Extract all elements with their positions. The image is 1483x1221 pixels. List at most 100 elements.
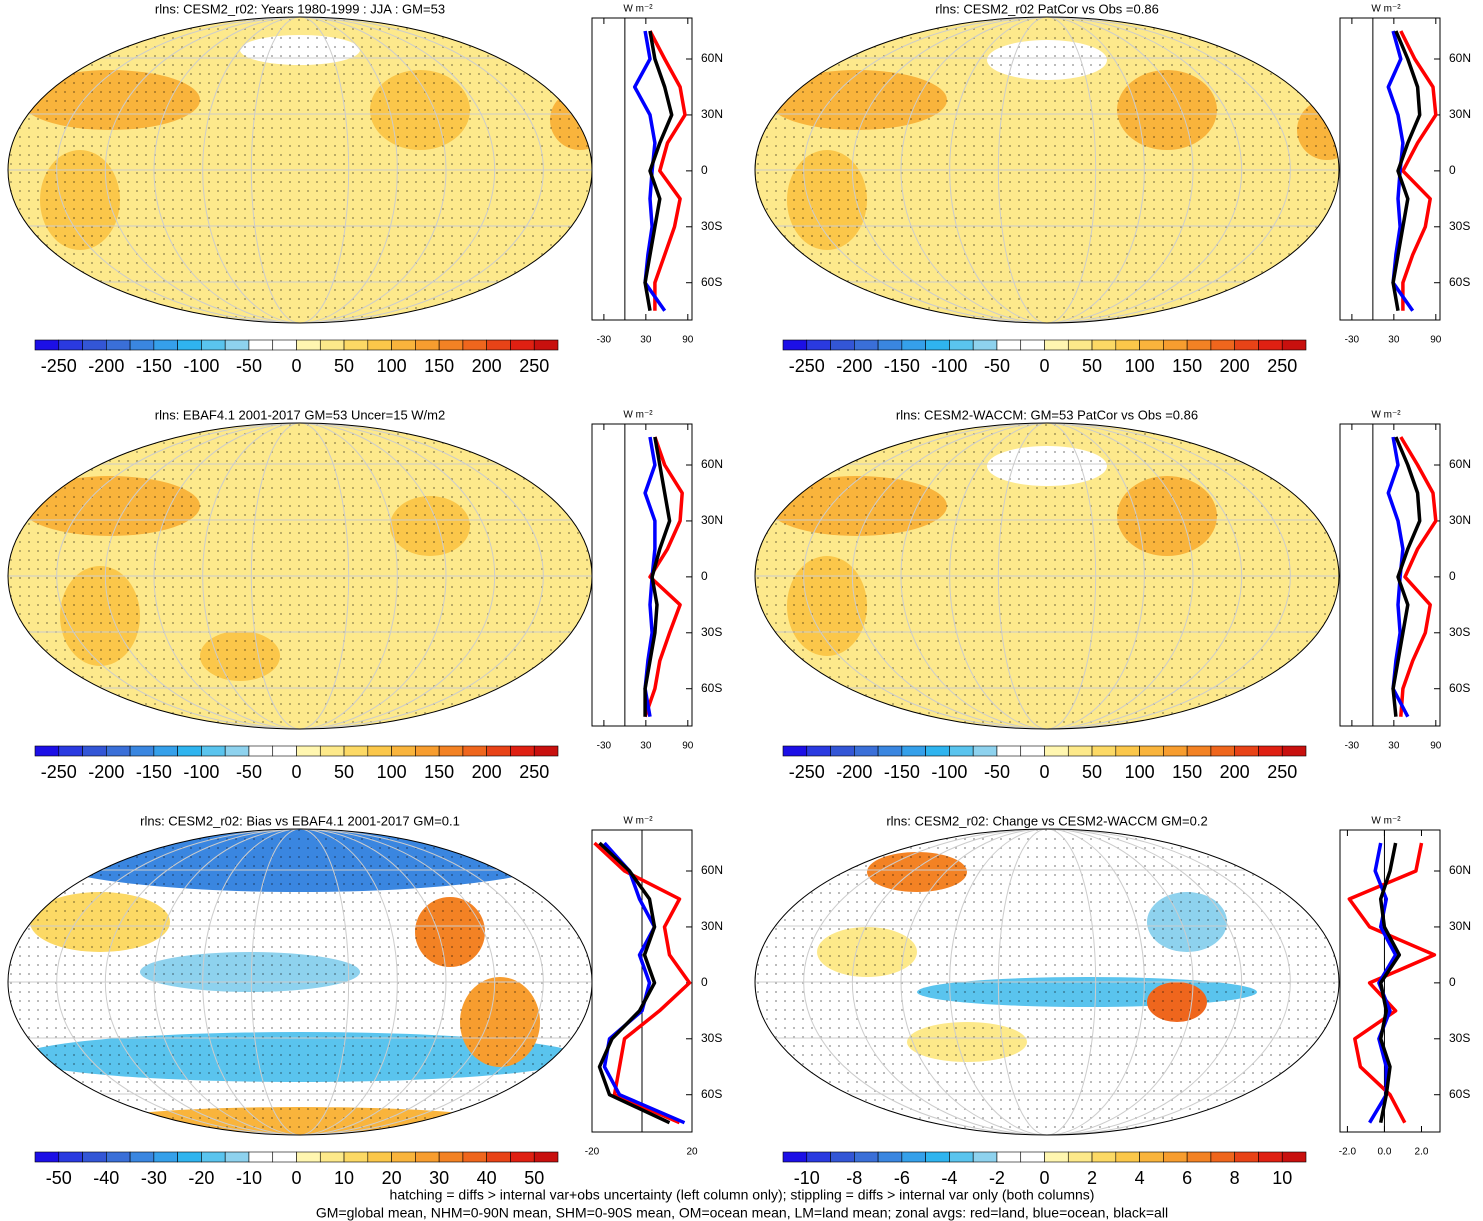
map-fields: [8, 829, 592, 1135]
colorbar-box: [272, 339, 297, 351]
colorbar-box: [129, 339, 155, 351]
colorbar-label: -8: [846, 1168, 862, 1188]
lat-tick-label: 60N: [1449, 457, 1471, 471]
colorbar-label: -200: [836, 356, 872, 376]
colorbar-label: 50: [334, 762, 354, 782]
colorbar-label: -10: [794, 1168, 820, 1188]
colorbar-box: [949, 745, 974, 757]
colorbar-box: [486, 339, 511, 351]
colorbar-box: [1258, 745, 1283, 757]
colorbar-box: [782, 339, 808, 351]
zonal-line: [643, 30, 674, 312]
value-tick-label: 90: [1430, 335, 1442, 346]
colorbar-box: [1044, 1151, 1069, 1163]
lat-tick-label: 30N: [701, 107, 723, 121]
meridian: [250, 17, 350, 323]
lat-tick-label: 60N: [701, 863, 723, 877]
colorbar-label: 100: [377, 762, 407, 782]
colorbar-label: -250: [41, 762, 77, 782]
colorbar-label: 200: [472, 762, 502, 782]
value-tick-label: 90: [682, 335, 694, 346]
colorbar-box: [248, 339, 274, 351]
colorbar-box: [296, 1151, 321, 1163]
colorbar-label: 250: [1267, 356, 1297, 376]
colorbar-label: 10: [334, 1168, 354, 1188]
unit-label: W m⁻²: [623, 410, 653, 421]
colorbar-box: [996, 1151, 1022, 1163]
meridian: [851, 829, 1243, 1135]
zonal-line: [1391, 30, 1422, 312]
colorbar-box: [438, 1151, 464, 1163]
colorbar-box: [1163, 1151, 1188, 1163]
colorbar-label: 50: [524, 1168, 544, 1188]
colorbar-box: [248, 1151, 274, 1163]
value-tick-label: -30: [597, 741, 612, 752]
colorbar-box: [319, 1151, 345, 1163]
colorbar-box: [106, 1151, 131, 1163]
value-tick-label: 0.0: [1377, 1147, 1391, 1158]
lat-tick-label: 60S: [1449, 681, 1470, 695]
colorbar-label: -150: [136, 762, 172, 782]
colorbar-box: [1067, 339, 1093, 351]
colorbar-box: [153, 339, 178, 351]
colorbar-label: -150: [884, 762, 920, 782]
colorbar-box: [391, 1151, 416, 1163]
colorbar-label: -40: [93, 1168, 119, 1188]
colorbar-box: [462, 745, 487, 757]
map-fields: [8, 423, 592, 729]
lat-tick-label: 60S: [1449, 275, 1470, 289]
colorbar-box: [1115, 1151, 1140, 1163]
value-tick-label: 20: [686, 1147, 698, 1158]
colorbar-box: [319, 745, 345, 757]
colorbar-label: 0: [1039, 1168, 1049, 1188]
colorbar-box: [58, 339, 83, 351]
colorbar-box: [1186, 745, 1212, 757]
map-outline: [754, 16, 1340, 324]
colorbar-label: 100: [1125, 762, 1155, 782]
colorbar-box: [367, 339, 392, 351]
meridian: [153, 423, 447, 729]
meridian: [153, 829, 447, 1135]
colorbar-label: 150: [424, 356, 454, 376]
zonal-line: [593, 841, 692, 1125]
colorbar-label: 6: [1182, 1168, 1192, 1188]
colorbar-label: 0: [291, 1168, 301, 1188]
panel-title: rlns: CESM2_r02: Change vs CESM2-WACCM G…: [886, 813, 1207, 828]
colorbar-label: -100: [183, 356, 219, 376]
lat-tick-label: 30N: [701, 919, 723, 933]
colorbar-label: -6: [894, 1168, 910, 1188]
colorbar-box: [296, 745, 321, 757]
colorbar-box: [415, 1151, 440, 1163]
zonal-line: [1347, 842, 1437, 1124]
lat-tick-label: 30S: [701, 625, 722, 639]
value-tick-label: -2.0: [1339, 1147, 1357, 1158]
colorbar-label: -30: [141, 1168, 167, 1188]
meridian: [202, 17, 398, 323]
colorbar-label: 8: [1230, 1168, 1240, 1188]
colorbar-label: -250: [41, 356, 77, 376]
colorbar-box: [533, 1151, 559, 1163]
colorbar-label: 4: [1135, 1168, 1145, 1188]
zonal-line: [1399, 436, 1438, 717]
colorbar-box: [1281, 1151, 1307, 1163]
colorbar-box: [415, 339, 440, 351]
colorbar-box: [201, 339, 226, 351]
colorbar-box: [486, 1151, 511, 1163]
colorbar-label: 250: [519, 356, 549, 376]
colorbar-box: [806, 745, 831, 757]
colorbar-box: [1091, 339, 1117, 351]
value-tick-label: -30: [1345, 741, 1360, 752]
meridian: [104, 829, 496, 1135]
colorbar-box: [82, 745, 107, 757]
colorbar-box: [782, 1151, 808, 1163]
colorbar-box: [177, 1151, 202, 1163]
value-tick-label: 30: [640, 741, 652, 752]
meridian: [900, 423, 1194, 729]
colorbar-box: [877, 339, 903, 351]
map-fields: [8, 17, 592, 323]
colorbar-box: [201, 1151, 226, 1163]
colorbar-box: [972, 339, 998, 351]
colorbar-box: [972, 1151, 998, 1163]
footnote: GM=global mean, NHM=0-90N mean, SHM=0-90…: [316, 1205, 1168, 1221]
lat-tick-label: 0: [1449, 975, 1456, 989]
